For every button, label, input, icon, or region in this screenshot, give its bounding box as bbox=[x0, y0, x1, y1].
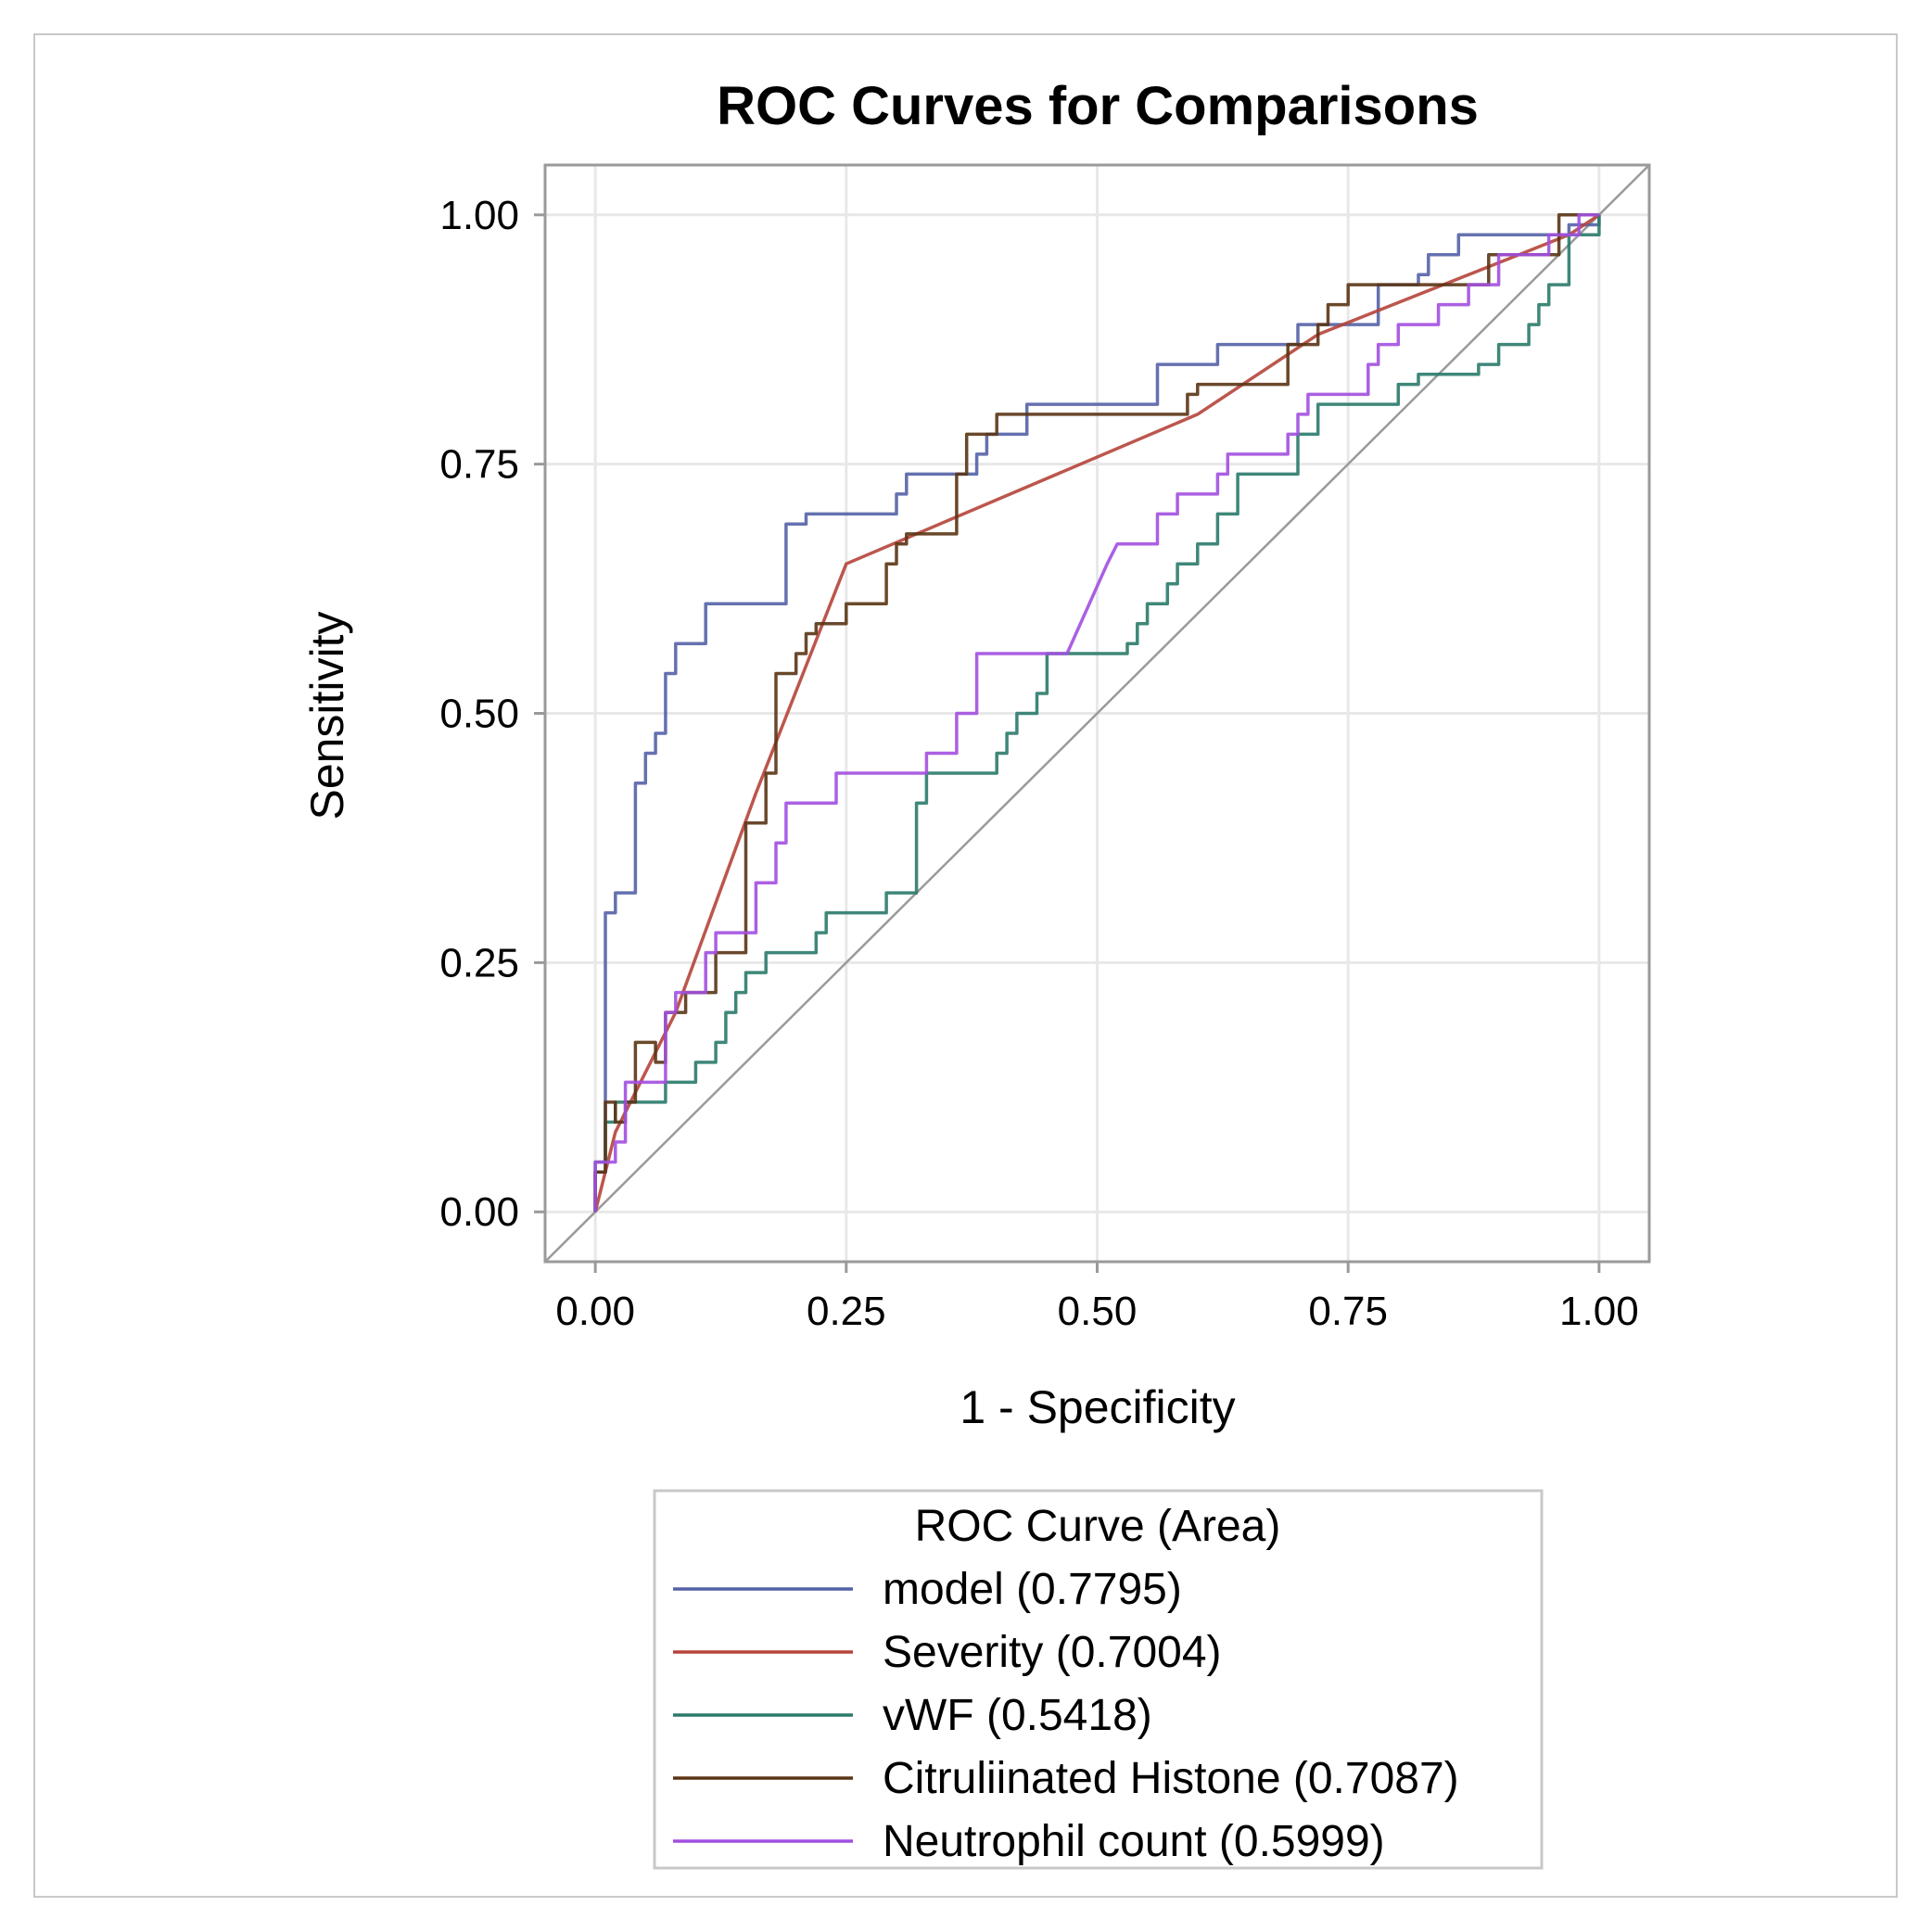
series-layer bbox=[593, 213, 1601, 1213]
x-tick-label: 0.00 bbox=[555, 1289, 635, 1334]
legend-box bbox=[653, 1489, 1544, 1870]
y-axis-label: Sensitivity bbox=[301, 611, 353, 820]
y-tick-label: 0.50 bbox=[439, 692, 519, 737]
y-axis-ticks: 0.00 0.25 0.50 0.75 1.00 bbox=[439, 193, 545, 1235]
chart-frame bbox=[33, 33, 1898, 1898]
reference-diagonal bbox=[544, 164, 1650, 1263]
legend-label-citruliinated-histone: Citruliinated Histone (0.7087) bbox=[883, 1754, 1459, 1803]
x-tick-label: 0.75 bbox=[1308, 1289, 1388, 1334]
legend-label-vwf: vWF (0.5418) bbox=[883, 1691, 1152, 1740]
legend-entries: model (0.7795) Severity (0.7004) vWF (0.54… bbox=[673, 1565, 1459, 1866]
legend-label-neutrophil-count: Neutrophil count (0.5999) bbox=[883, 1817, 1385, 1866]
chart-title: ROC Curves for Comparisons bbox=[717, 76, 1479, 136]
series-line-model bbox=[593, 214, 1601, 1213]
series-line-vwf bbox=[593, 214, 1601, 1213]
y-tick-label: 0.25 bbox=[439, 940, 519, 985]
y-tick-label: 1.00 bbox=[439, 193, 519, 238]
legend-label-severity: Severity (0.7004) bbox=[883, 1628, 1222, 1677]
x-tick-label: 0.50 bbox=[1058, 1289, 1138, 1334]
legend-title: ROC Curve (Area) bbox=[915, 1502, 1281, 1551]
series-line-neutrophil-count bbox=[593, 213, 1599, 1213]
x-tick-label: 0.25 bbox=[807, 1289, 886, 1334]
y-tick-label: 0.75 bbox=[439, 442, 519, 488]
x-tick-label: 1.00 bbox=[1559, 1289, 1639, 1334]
x-axis-ticks: 0.00 0.25 0.50 0.75 1.00 bbox=[555, 1262, 1639, 1334]
y-tick-label: 0.00 bbox=[439, 1189, 519, 1235]
gridlines bbox=[545, 165, 1649, 1262]
legend-label-model: model (0.7795) bbox=[883, 1565, 1182, 1614]
series-line-citruliinated-histone bbox=[593, 213, 1599, 1213]
x-axis-label: 1 - Specificity bbox=[960, 1381, 1235, 1433]
legend: ROC Curve (Area) model (0.7795) Severity … bbox=[653, 1489, 1544, 1870]
